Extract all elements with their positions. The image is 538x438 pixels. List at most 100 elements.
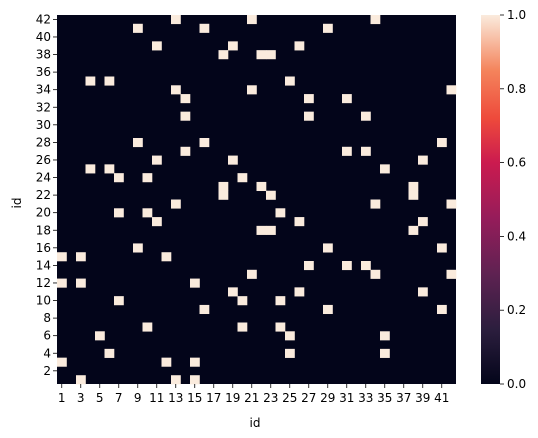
heatmap-cell (190, 357, 200, 367)
heatmap-cell (237, 296, 248, 306)
heatmap-cell (199, 138, 210, 148)
x-tick-label: 23 (263, 391, 278, 405)
heatmap-cell (199, 304, 210, 315)
x-tick-label: 1 (58, 391, 66, 405)
heatmap-cell (304, 111, 314, 121)
heatmap-cell (171, 85, 181, 95)
heatmap-cell (76, 278, 86, 288)
colorbar-tick-label: 0.6 (507, 156, 526, 170)
heatmap-cell (228, 155, 238, 165)
heatmap-cell (446, 85, 457, 95)
heatmap-cell (266, 225, 276, 235)
heatmap-cell (370, 269, 381, 279)
heatmap-cell (275, 208, 286, 218)
heatmap-cell (294, 287, 305, 297)
y-tick-label: 40 (36, 30, 51, 44)
heatmap-cell (114, 208, 124, 218)
heatmap-cell (218, 181, 229, 192)
colorbar-tick-label: 0.4 (507, 229, 526, 243)
y-tick-label: 6 (43, 329, 51, 343)
heatmap-cell (437, 243, 447, 253)
heatmap-cell (266, 50, 276, 60)
heatmap-cell (380, 164, 390, 174)
heatmap-cell (114, 296, 124, 306)
heatmap-cell (247, 269, 257, 279)
y-axis-label: id (10, 198, 24, 209)
x-tick-label: 41 (434, 391, 449, 405)
heatmap-cell (418, 287, 428, 297)
heatmap-cell (142, 173, 153, 183)
heatmap-cell (380, 331, 390, 341)
y-tick-label: 16 (36, 241, 51, 255)
x-tick-label: 27 (301, 391, 316, 405)
heatmap-cell (256, 50, 267, 60)
heatmap-cell (104, 164, 115, 174)
heatmap-cell (323, 304, 333, 315)
heatmap-cell (370, 15, 381, 25)
x-tick-label: 37 (396, 391, 411, 405)
heatmap-cell (85, 76, 96, 86)
y-tick-label: 2 (43, 364, 51, 378)
heatmap-cell (342, 146, 352, 156)
heatmap-cell (323, 23, 333, 33)
heatmap-cell (323, 243, 333, 253)
x-tick-label: 9 (134, 391, 142, 405)
heatmap-cell (361, 146, 371, 156)
x-tick-label: 15 (187, 391, 202, 405)
x-tick-label: 3 (77, 391, 85, 405)
x-tick-label: 19 (225, 391, 240, 405)
heatmap-cell (408, 190, 419, 200)
heatmap-cell (218, 50, 229, 60)
y-tick-label: 26 (36, 153, 51, 167)
y-tick-label: 34 (36, 83, 51, 97)
heatmap-cell (446, 199, 457, 209)
heatmap-cell (408, 181, 419, 192)
heatmap-cell (171, 375, 181, 385)
x-tick-label: 31 (339, 391, 354, 405)
x-tick-label: 7 (115, 391, 123, 405)
colorbar-tick-label: 1.0 (507, 8, 526, 22)
y-tick-label: 24 (36, 171, 51, 185)
heatmap-cell (114, 173, 124, 183)
heatmap-cell (57, 252, 67, 262)
heatmap-cell (361, 261, 371, 271)
heatmap-cell (237, 173, 248, 183)
x-tick-label: 25 (282, 391, 297, 405)
heatmap-cell (285, 348, 295, 358)
heatmap-cell (57, 357, 67, 367)
x-axis: 1 3 5 7 9 11 13 15 17 19 21 23 25 27 29 31 33 35 37 39 41 (58, 384, 449, 405)
y-tick-label: 12 (36, 276, 51, 290)
x-tick-label: 29 (320, 391, 335, 405)
heatmap-cell (285, 331, 295, 341)
heatmap-cell (294, 41, 305, 51)
heatmap-cell (180, 111, 191, 121)
heatmap-cell (247, 15, 257, 25)
heatmap-cell (418, 155, 428, 165)
heatmap-cell (171, 15, 181, 25)
heatmap-cell (161, 252, 172, 262)
x-tick-label: 13 (168, 391, 183, 405)
heatmap-cell (133, 138, 143, 148)
heatmap-cell (342, 261, 352, 271)
colorbar-tick-label: 0.0 (507, 377, 526, 391)
y-tick-label: 30 (36, 118, 51, 132)
colorbar-tick-label: 0.8 (507, 82, 526, 96)
x-tick-label: 5 (96, 391, 104, 405)
heatmap-cell (142, 208, 153, 218)
y-tick-label: 36 (36, 65, 51, 79)
heatmap-cell (228, 41, 238, 51)
y-tick-label: 14 (36, 258, 51, 272)
x-tick-label: 21 (244, 391, 259, 405)
heatmap-cell (95, 331, 105, 341)
y-tick-label: 10 (36, 294, 51, 308)
heatmap-cell (199, 23, 210, 33)
heatmap-cell (85, 164, 96, 174)
heatmap-cell (133, 23, 143, 33)
colorbar (481, 15, 500, 384)
x-tick-label: 11 (149, 391, 164, 405)
x-tick-label: 33 (358, 391, 373, 405)
heatmap-cell (437, 304, 447, 315)
heatmap-cell (446, 269, 457, 279)
